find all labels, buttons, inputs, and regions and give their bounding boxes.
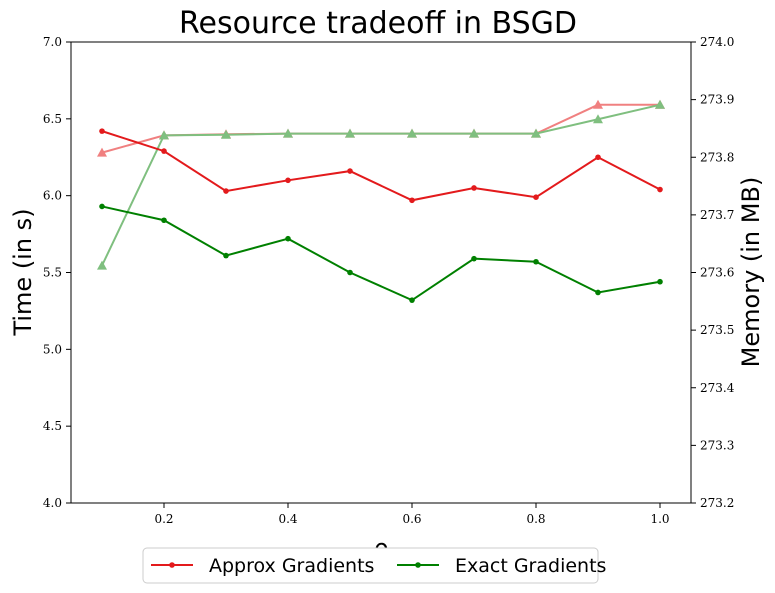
memory-point (345, 128, 355, 138)
x-axis-ticks: 0.2 0.4 0.6 0.8 1.0 (154, 503, 670, 526)
time-point (285, 235, 291, 242)
y-tick-label-right: 273.4 (700, 381, 735, 395)
y-tick-label-right: 274.0 (700, 35, 734, 49)
time-point (99, 128, 105, 134)
memory-point (593, 114, 603, 124)
time-point (223, 252, 229, 259)
y-tick-label-left: 7.0 (43, 35, 62, 49)
memory-series-line-1 (101, 103, 661, 267)
y-tick-label-right: 273.6 (700, 266, 734, 280)
time-point (161, 217, 167, 224)
y-tick-label-right: 273.5 (700, 323, 734, 337)
legend-label-exact: Exact Gradients (455, 555, 606, 577)
y-tick-label-right: 273.3 (700, 438, 734, 452)
memory-point (221, 129, 231, 139)
time-point (409, 297, 415, 303)
memory-point (97, 147, 107, 157)
left-axis-ticks: 4.0 4.5 5.0 5.5 6.0 6.5 7.0 (43, 35, 71, 510)
memory-point (159, 130, 169, 140)
memory-point (593, 99, 603, 109)
memory-series-line-0 (101, 103, 660, 154)
y-tick-label-right: 273.8 (700, 150, 734, 164)
time-point (471, 185, 477, 191)
time-point (657, 278, 663, 285)
time-point (533, 194, 539, 201)
memory-point (531, 128, 541, 138)
memory-point (97, 260, 107, 270)
y-tick-label-left: 5.5 (43, 266, 62, 280)
time-point (471, 255, 477, 262)
y-tick-label-right: 273.7 (700, 208, 734, 222)
legend-marker-exact (415, 562, 421, 568)
x-tick-label: 0.6 (402, 512, 421, 526)
time-series-group (99, 128, 663, 303)
time-series-line-1 (101, 205, 661, 302)
y-axis-label-left: Time (in s) (9, 208, 37, 336)
time-point (223, 188, 229, 194)
time-point (161, 148, 167, 154)
time-point (409, 197, 415, 204)
memory-series-group (97, 99, 665, 270)
time-point (285, 177, 291, 184)
legend: Approx Gradients Exact Gradients (142, 547, 606, 584)
y-tick-label-left: 6.0 (43, 189, 62, 203)
x-tick-label: 0.4 (278, 512, 297, 526)
time-point (99, 203, 105, 210)
x-tick-label: 0.2 (154, 512, 173, 526)
y-tick-label-left: 4.5 (43, 419, 62, 433)
y-tick-label-left: 4.0 (43, 496, 62, 510)
legend-box (142, 547, 599, 584)
plot-frame (70, 41, 692, 504)
y-tick-label-right: 273.2 (700, 496, 734, 510)
time-point (595, 289, 601, 296)
time-point (347, 168, 353, 174)
memory-point (655, 99, 665, 109)
time-point (347, 269, 353, 276)
memory-point (283, 128, 293, 138)
time-point (657, 186, 663, 193)
time-series-line-0 (101, 130, 661, 202)
memory-point (407, 128, 417, 138)
legend-label-approx: Approx Gradients (209, 555, 374, 577)
chart-title: Resource tradeoff in BSGD (179, 6, 577, 41)
legend-marker-approx (169, 562, 175, 568)
time-point (533, 258, 539, 265)
memory-point (469, 128, 479, 138)
x-tick-label: 1.0 (650, 512, 669, 526)
y-axis-label-right: Memory (in MB) (737, 177, 765, 368)
x-tick-label: 0.8 (526, 512, 545, 526)
y-tick-label-left: 6.5 (43, 112, 62, 126)
time-point (595, 154, 601, 161)
y-tick-label-right: 273.9 (700, 93, 734, 107)
right-axis-ticks: 273.2 273.3 273.4 273.5 273.6 273.7 273.8 273.9… (691, 35, 735, 510)
y-tick-label-left: 5.0 (43, 342, 62, 356)
